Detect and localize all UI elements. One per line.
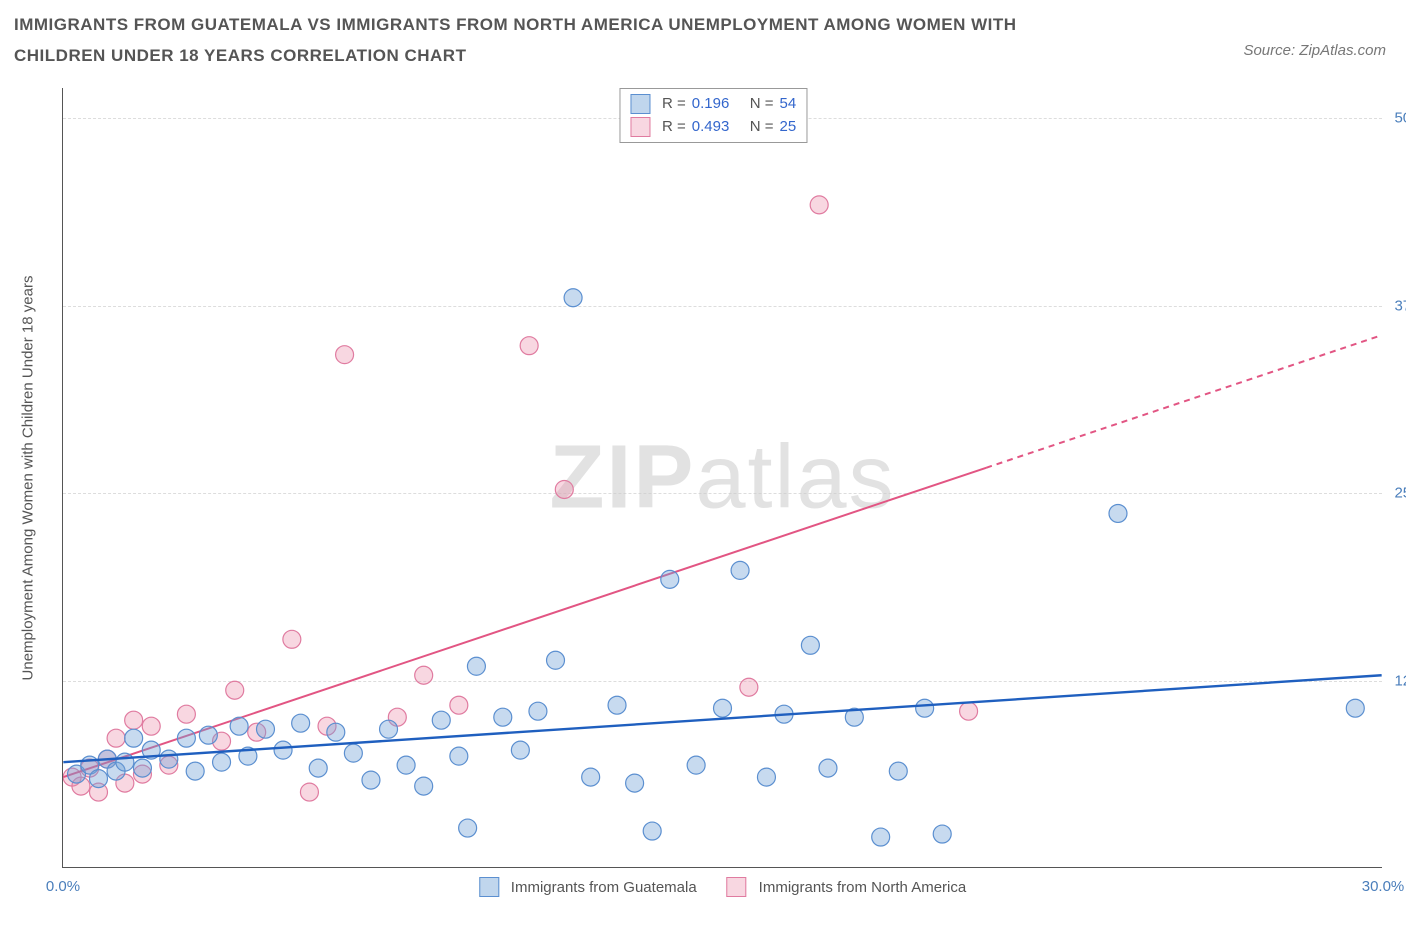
y-tick-label: 50.0% [1387,110,1406,127]
blue-point [661,570,679,588]
pink-point [107,729,125,747]
blue-point [714,699,732,717]
legend-item-blue: Immigrants from Guatemala [479,877,697,897]
blue-point [213,753,231,771]
n-label: N = [750,93,774,116]
blue-point [397,756,415,774]
blue-point [160,750,178,768]
y-tick-label: 12.5% [1387,672,1406,689]
blue-point [801,636,819,654]
pink-point [142,717,160,735]
x-tick-label: 30.0% [1362,878,1405,895]
legend-blue-label: Immigrants from Guatemala [511,879,697,896]
pink-point [810,196,828,214]
blue-point [90,770,108,788]
legend-pink-label: Immigrants from North America [759,879,967,896]
blue-point [309,759,327,777]
pink-point [300,783,318,801]
blue-point [256,720,274,738]
pink-point [226,681,244,699]
source-attribution: Source: ZipAtlas.com [1243,42,1386,59]
pink-r-value: 0.493 [692,116,744,139]
blue-point [511,741,529,759]
blue-point [327,723,345,741]
blue-point [380,720,398,738]
blue-point [274,741,292,759]
blue-trendline [63,675,1381,762]
pink-n-value: 25 [780,116,797,139]
swatch-blue-icon [479,877,499,897]
r-label: R = [662,116,686,139]
blue-point [889,762,907,780]
pink-point [450,696,468,714]
pink-point [177,705,195,723]
blue-point [757,768,775,786]
blue-point [529,702,547,720]
blue-point [133,759,151,777]
blue-point [608,696,626,714]
blue-point [467,657,485,675]
n-label: N = [750,116,774,139]
legend-stats: R = 0.196 N = 54 R = 0.493 N = 25 [619,88,807,143]
x-tick-label: 0.0% [46,878,80,895]
blue-point [450,747,468,765]
plot-area: ZIPatlas R = 0.196 N = 54 R = 0.493 N = … [62,88,1382,868]
blue-point [547,651,565,669]
y-tick-label: 25.0% [1387,485,1406,502]
blue-point [459,819,477,837]
blue-r-value: 0.196 [692,93,744,116]
blue-point [199,726,217,744]
y-axis-label: Unemployment Among Women with Children U… [20,276,37,681]
blue-point [186,762,204,780]
pink-point [125,711,143,729]
legend-stats-row-blue: R = 0.196 N = 54 [630,93,796,116]
y-tick-label: 37.5% [1387,297,1406,314]
pink-point [336,346,354,364]
pink-point [415,666,433,684]
r-label: R = [662,93,686,116]
blue-point [872,828,890,846]
blue-point [819,759,837,777]
swatch-blue-icon [630,94,650,114]
blue-point [687,756,705,774]
pink-point [960,702,978,720]
blue-point [230,717,248,735]
blue-point [125,729,143,747]
blue-point [1346,699,1364,717]
chart-title: IMMIGRANTS FROM GUATEMALA VS IMMIGRANTS … [14,10,1064,71]
blue-point [582,768,600,786]
pink-point [520,337,538,355]
blue-point [415,777,433,795]
blue-n-value: 54 [780,93,797,116]
blue-point [494,708,512,726]
blue-point [564,289,582,307]
swatch-pink-icon [630,117,650,137]
legend-item-pink: Immigrants from North America [727,877,967,897]
pink-point [283,630,301,648]
blue-point [292,714,310,732]
legend-stats-row-pink: R = 0.493 N = 25 [630,116,796,139]
blue-point [933,825,951,843]
chart-svg [63,88,1382,867]
swatch-pink-icon [727,877,747,897]
blue-point [116,753,134,771]
blue-point [344,744,362,762]
blue-point [731,561,749,579]
legend-series: Immigrants from Guatemala Immigrants fro… [479,877,966,897]
blue-point [1109,504,1127,522]
blue-point [626,774,644,792]
pink-point [740,678,758,696]
pink-trendline-extrapolated [986,335,1381,468]
pink-point [555,480,573,498]
blue-point [916,699,934,717]
blue-point [177,729,195,747]
blue-point [362,771,380,789]
blue-point [643,822,661,840]
blue-point [432,711,450,729]
